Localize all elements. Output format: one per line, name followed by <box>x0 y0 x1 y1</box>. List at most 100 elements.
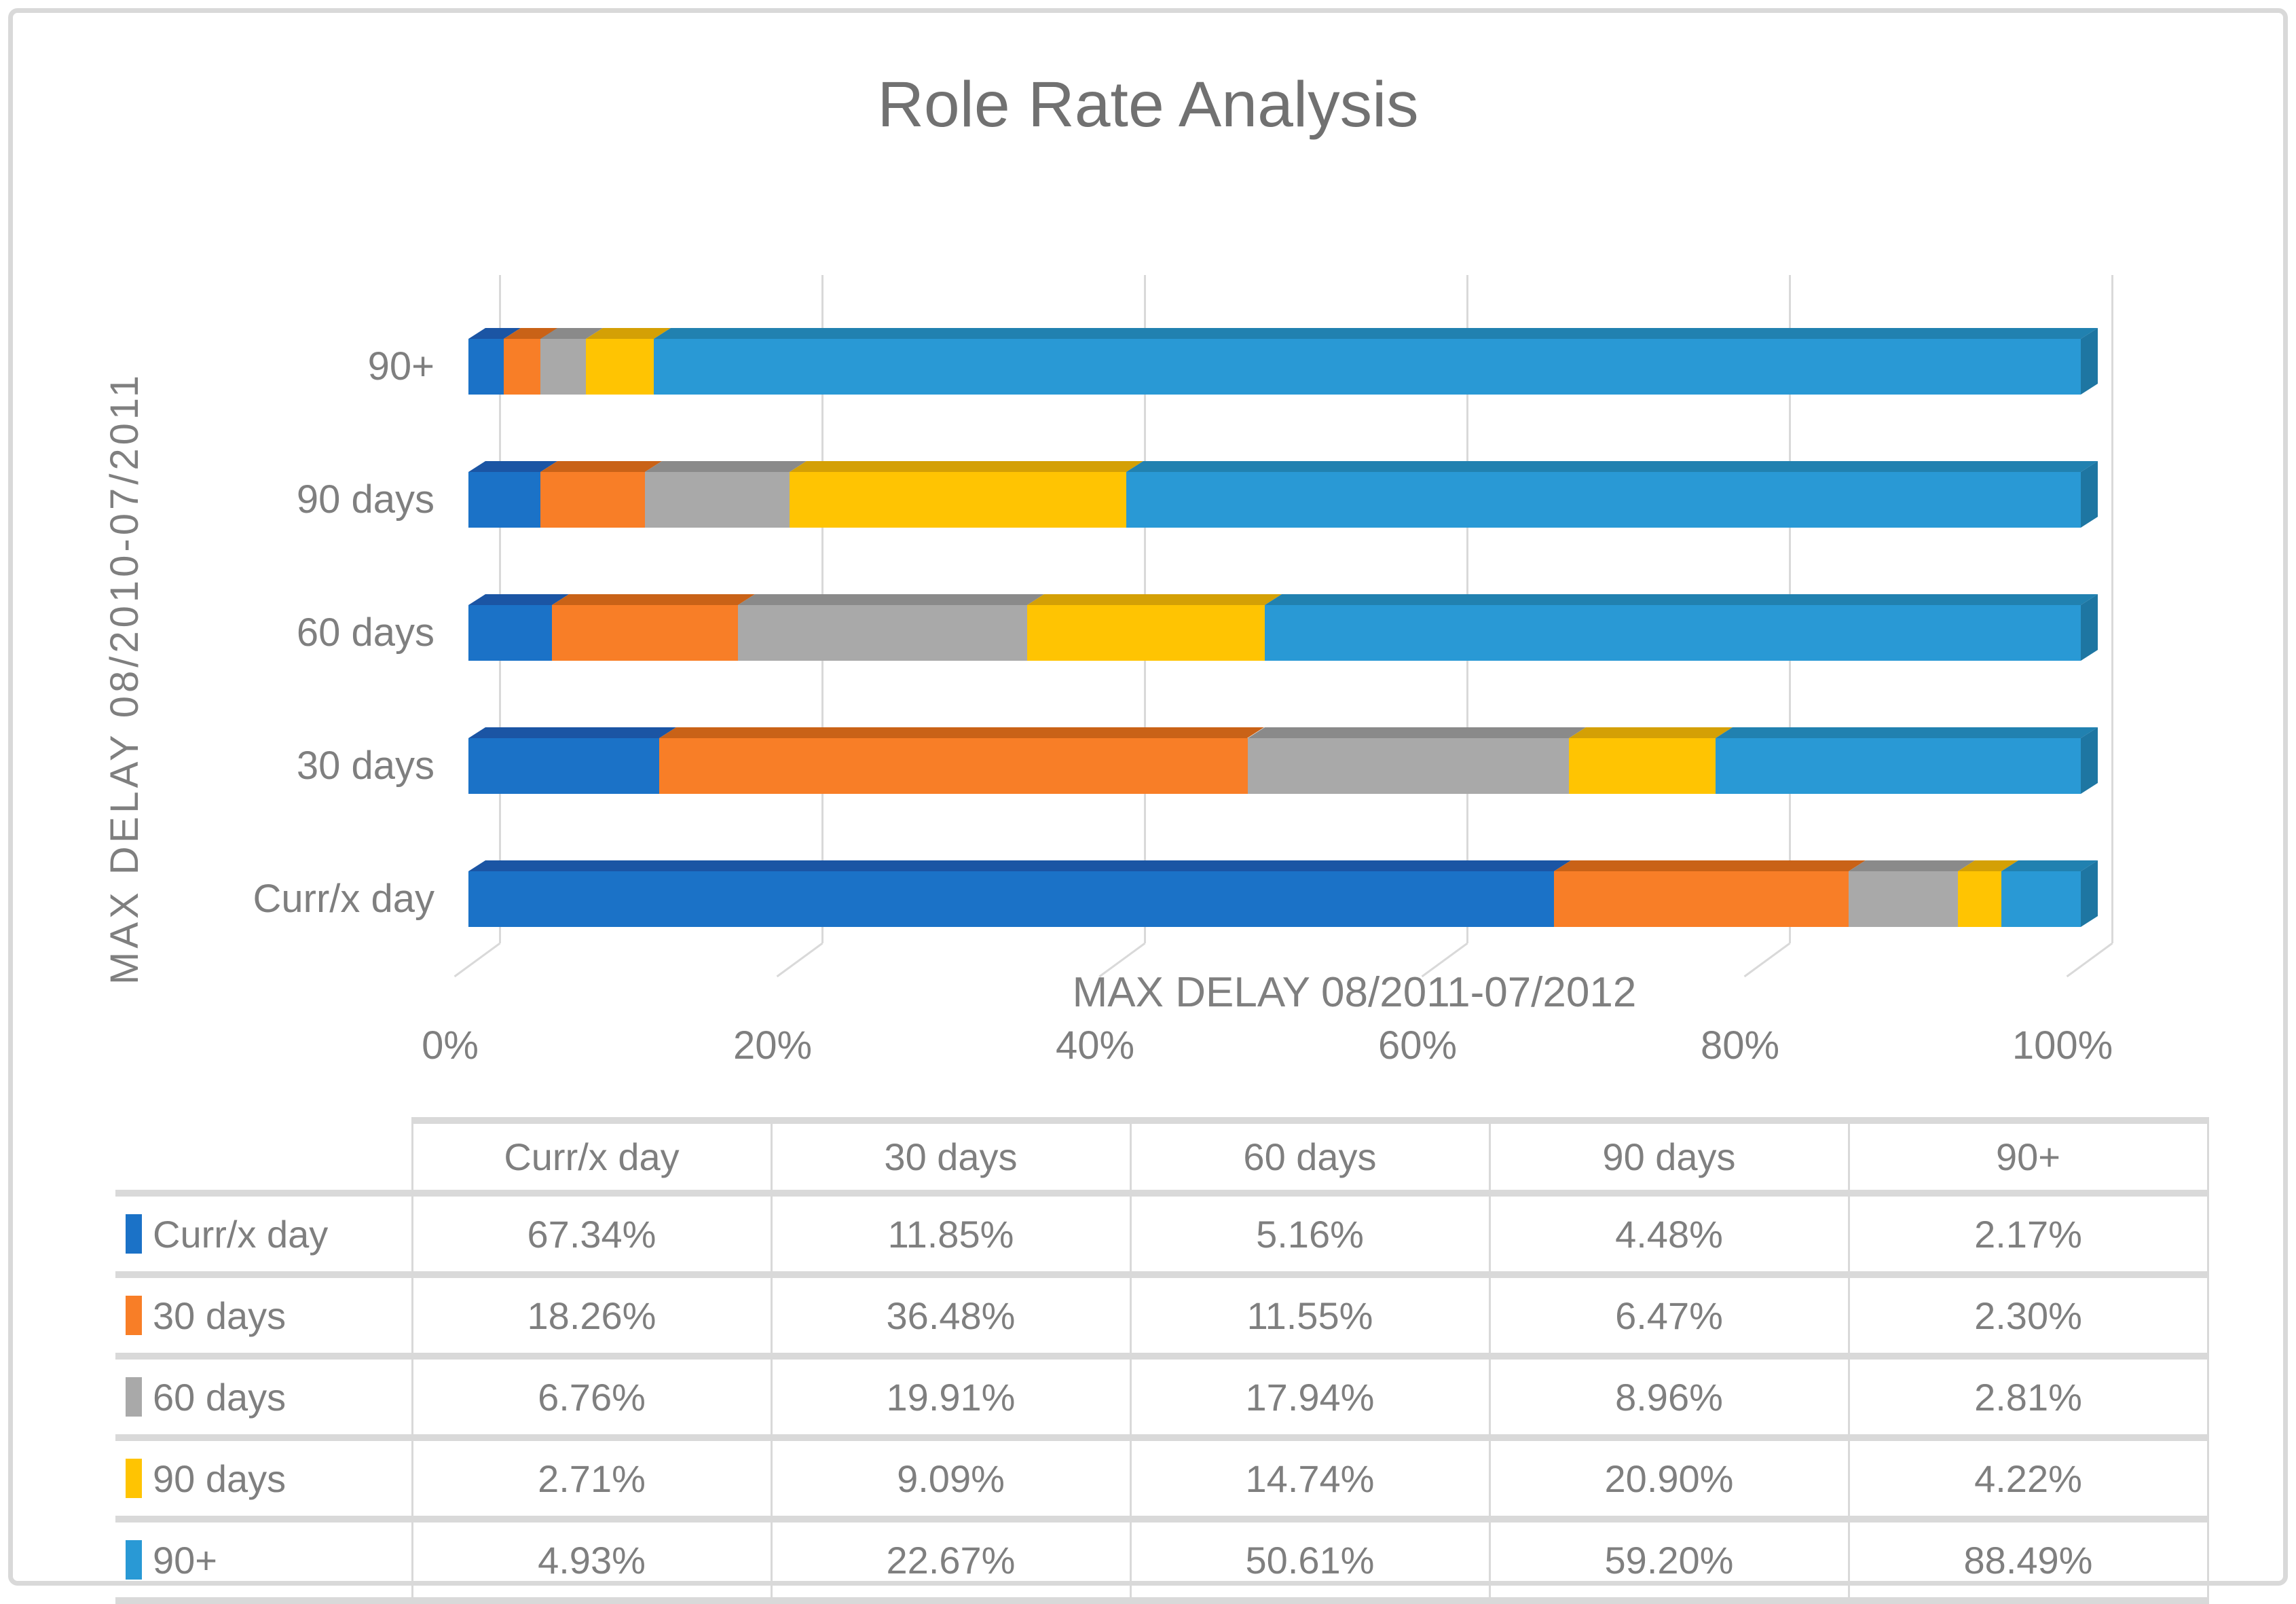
table-value-cell: 22.67% <box>770 1516 1130 1604</box>
bar-row <box>468 727 2098 794</box>
table-value-cell: 2.17% <box>1847 1190 2209 1275</box>
bar-segment <box>468 727 677 794</box>
bar-segment-top-face <box>737 594 1044 605</box>
table-header-cell <box>115 1120 412 1193</box>
table-row: 90 days 2.71% 9.09% 14.74% 20.90% 4.22% <box>115 1434 2209 1519</box>
bar-segment <box>1265 594 2098 661</box>
chart-title: Role Rate Analysis <box>877 69 1419 141</box>
bar-segment <box>1957 860 2018 927</box>
x-axis-title: MAX DELAY 08/2011-07/2012 <box>1072 969 1637 1016</box>
bar-segment-end-face <box>2080 594 2098 661</box>
bar-segment <box>645 461 807 528</box>
legend-swatch <box>126 1296 142 1335</box>
bar-segment <box>468 328 521 395</box>
table-value-cell: 11.55% <box>1129 1271 1489 1356</box>
x-tick-label: 40% <box>1055 1023 1135 1068</box>
table-value-cell: 4.22% <box>1847 1434 2209 1519</box>
table-value-cell: 4.48% <box>1488 1190 1849 1275</box>
bar-segment-top-face <box>1849 860 1975 871</box>
bar-segment-top-face <box>1026 594 1282 605</box>
bar-segment <box>1026 594 1282 661</box>
gridline <box>2111 275 2113 943</box>
table-value-cell: 4.93% <box>411 1516 771 1604</box>
x-tick-label: 20% <box>733 1023 813 1068</box>
bar-segment <box>1247 727 1586 794</box>
table-value-cell: 59.20% <box>1488 1516 1849 1604</box>
table-header-row: Curr/x day 30 days 60 days 90 days 90+ <box>115 1117 2209 1193</box>
bar-segment-top-face <box>654 328 2098 339</box>
bar-segment <box>503 328 558 395</box>
legend-swatch <box>126 1214 142 1254</box>
category-label: 90 days <box>296 477 434 522</box>
table-row: 90+ 4.93% 22.67% 50.61% 59.20% 88.49% <box>115 1516 2209 1604</box>
table-value-cell: 50.61% <box>1129 1516 1489 1604</box>
bar-segment <box>1568 727 1733 794</box>
table-value-cell: 2.71% <box>411 1434 771 1519</box>
bar-segment-end-face <box>2080 327 2098 395</box>
table-value-cell: 5.16% <box>1129 1190 1489 1275</box>
table-row: 60 days 6.76% 19.91% 17.94% 8.96% 2.81% <box>115 1353 2209 1438</box>
legend-swatch <box>126 1377 142 1417</box>
table-value-cell: 11.85% <box>770 1190 1130 1275</box>
floor-tick <box>776 942 823 978</box>
table-value-cell: 6.76% <box>411 1353 771 1438</box>
table-header-cell: Curr/x day <box>411 1117 771 1193</box>
bar-segment <box>1126 460 2098 528</box>
bar-segment-top-face <box>468 727 677 738</box>
bar-segment <box>468 461 558 528</box>
bar-segment <box>468 594 569 661</box>
legend-label: 90 days <box>153 1457 286 1500</box>
bar-segment <box>654 327 2098 395</box>
bar-segment-top-face <box>1568 727 1733 738</box>
bar-segment-end-face <box>2080 727 2098 794</box>
bar-segment-top-face <box>645 461 807 472</box>
bar-segment-top-face <box>789 461 1144 472</box>
table-value-cell: 17.94% <box>1129 1353 1489 1438</box>
bar-segment <box>1554 860 1866 927</box>
table-value-cell: 2.81% <box>1847 1353 2209 1438</box>
table-row: Curr/x day 67.34% 11.85% 5.16% 4.48% 2.17% <box>115 1190 2209 1275</box>
table-row: 30 days 18.26% 36.48% 11.55% 6.47% 2.30% <box>115 1271 2209 1356</box>
table-row-header: 90+ <box>115 1516 412 1604</box>
category-label: 90+ <box>367 344 434 388</box>
table-value-cell: 9.09% <box>770 1434 1130 1519</box>
bar-segment <box>585 328 671 395</box>
legend-swatch <box>126 1540 142 1580</box>
legend-label: 60 days <box>153 1375 286 1419</box>
table-value-cell: 18.26% <box>411 1271 771 1356</box>
bar-row <box>468 860 2098 927</box>
bar-segment <box>1715 727 2098 794</box>
bar-segment <box>1849 860 1975 927</box>
x-tick-label: 80% <box>1700 1023 1780 1068</box>
table-value-cell: 67.34% <box>411 1190 771 1275</box>
bar-segment-top-face <box>540 461 663 472</box>
category-label: 30 days <box>296 744 434 788</box>
category-label: 60 days <box>296 610 434 655</box>
table-header-cell: 30 days <box>770 1117 1130 1193</box>
bar-segment-top-face <box>1126 461 2098 472</box>
table-value-cell: 2.30% <box>1847 1271 2209 1356</box>
floor-tick <box>453 942 501 978</box>
table-row-header: Curr/x day <box>115 1190 412 1275</box>
legend-label: 30 days <box>153 1294 286 1337</box>
bar-segment-top-face <box>551 594 755 605</box>
x-tick-label: 100% <box>2012 1023 2113 1068</box>
table-row-header: 60 days <box>115 1353 412 1438</box>
bar-row <box>468 327 2098 395</box>
legend-label: Curr/x day <box>153 1212 329 1256</box>
table-row-header: 30 days <box>115 1271 412 1356</box>
bar-segment-top-face <box>1265 594 2098 605</box>
bar-segment-top-face <box>659 727 1265 738</box>
legend-label: 90+ <box>153 1538 217 1582</box>
floor-tick <box>2066 942 2113 978</box>
data-table: Curr/x day 30 days 60 days 90 days 90+ Curr/… <box>115 1117 2209 1604</box>
legend-swatch <box>126 1459 142 1498</box>
table-value-cell: 6.47% <box>1488 1271 1849 1356</box>
bar-segment-top-face <box>1554 860 1866 871</box>
table-row-header: 90 days <box>115 1434 412 1519</box>
y-axis-title: MAX DELAY 08/2010-07/2011 <box>103 371 147 985</box>
table-value-cell: 8.96% <box>1488 1353 1849 1438</box>
bar-segment-end-face <box>2080 860 2098 927</box>
